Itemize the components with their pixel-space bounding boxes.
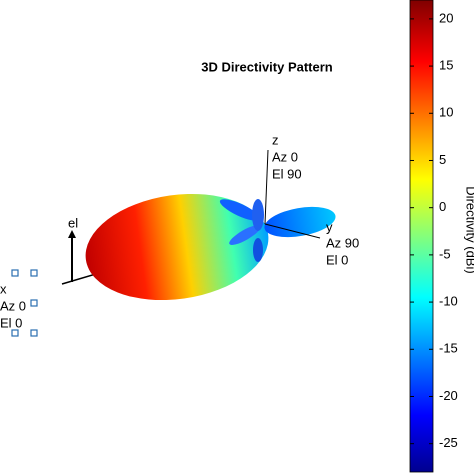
el-arrow-head	[68, 230, 76, 238]
colorbar-tick-label: 10	[439, 105, 453, 120]
main-lobe	[85, 193, 269, 301]
x-el: El 0	[0, 315, 22, 330]
x-label: x	[0, 281, 7, 296]
colorbar-tick-label: -5	[439, 246, 451, 261]
colorbar-tick-label: -10	[439, 294, 458, 309]
side-lobe	[253, 238, 263, 262]
colorbar-tick-label: 5	[439, 152, 446, 167]
side-lobe	[219, 199, 261, 221]
chart-title: 3D Directivity Pattern	[201, 59, 333, 74]
z-el: El 90	[272, 166, 302, 181]
colorbar-tick-label: -15	[439, 341, 458, 356]
z-label: z	[272, 132, 279, 147]
colorbar-label: Directivity (dBi)	[464, 186, 474, 273]
y-el: El 0	[326, 252, 348, 267]
side-lobe	[229, 225, 261, 245]
handles	[11, 269, 38, 337]
z-az: Az 0	[272, 149, 298, 164]
pattern	[11, 149, 336, 337]
back-lobe	[264, 206, 336, 238]
y-label: y	[326, 219, 333, 234]
z-axis	[264, 149, 269, 225]
y-axis	[264, 223, 321, 239]
colorbar-tick-label: -25	[439, 435, 458, 450]
colorbar-tick-label: 15	[439, 58, 453, 73]
y-az: Az 90	[326, 235, 359, 250]
colorbar-tick-label: -20	[439, 388, 458, 403]
colorbar	[409, 0, 434, 473]
colorbar-tick-label: 20	[439, 10, 453, 25]
x-az: Az 0	[0, 298, 26, 313]
colorbar-tick-label: 0	[439, 199, 446, 214]
el-label: el	[68, 215, 78, 230]
side-lobe	[252, 199, 264, 231]
